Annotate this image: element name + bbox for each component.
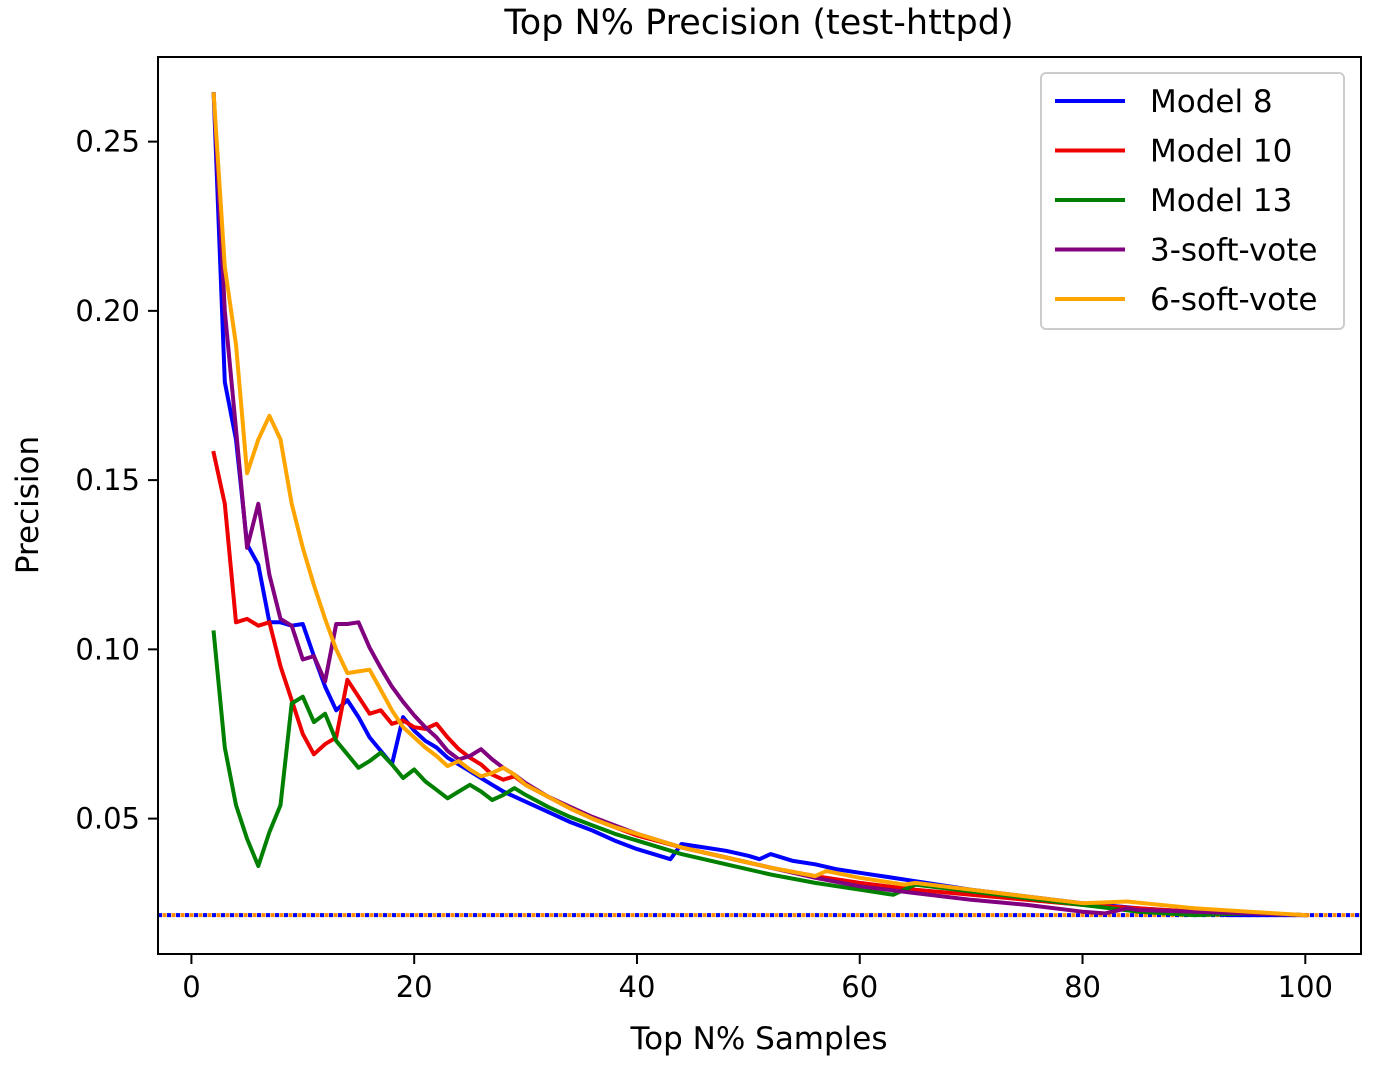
y-axis: 0.05 0.10 0.15 0.20 0.25 bbox=[75, 125, 158, 836]
plot-frame bbox=[157, 56, 1362, 955]
x-axis: 0 20 40 60 80 100 bbox=[182, 954, 1333, 1004]
x-tick-label: 40 bbox=[619, 970, 656, 1004]
legend-label-model-8: Model 8 bbox=[1150, 84, 1273, 120]
series-line-model-13 bbox=[211, 630, 1308, 918]
plot-area bbox=[157, 56, 1362, 955]
y-tick-label: 0.10 bbox=[75, 632, 140, 666]
x-tick-label: 0 bbox=[182, 970, 200, 1004]
legend-label-6-soft-vote: 6-soft-vote bbox=[1150, 282, 1317, 318]
x-axis-label: Top N% Samples bbox=[629, 1021, 887, 1057]
y-tick-label: 0.25 bbox=[75, 125, 140, 159]
y-tick-label: 0.05 bbox=[75, 802, 140, 836]
x-tick-label: 100 bbox=[1278, 970, 1333, 1004]
series-line-3-soft-vote bbox=[211, 92, 1308, 918]
legend-label-3-soft-vote: 3-soft-vote bbox=[1150, 233, 1317, 269]
legend-label-model-13: Model 13 bbox=[1150, 183, 1292, 219]
series-line-6-soft-vote bbox=[211, 92, 1308, 918]
legend: Model 8 Model 10 Model 13 3-soft-vote 6-soft… bbox=[1040, 72, 1345, 330]
chart-title: Top N% Precision (test-httpd) bbox=[503, 3, 1013, 43]
x-tick-label: 20 bbox=[396, 970, 433, 1004]
y-tick-label: 0.20 bbox=[75, 294, 140, 328]
y-axis-label: Precision bbox=[10, 436, 46, 574]
legend-box bbox=[1040, 72, 1345, 330]
legend-label-model-10: Model 10 bbox=[1150, 134, 1292, 170]
y-tick-label: 0.15 bbox=[75, 463, 140, 497]
x-tick-label: 80 bbox=[1064, 970, 1101, 1004]
x-tick-label: 60 bbox=[841, 970, 878, 1004]
series-group bbox=[211, 92, 1308, 918]
